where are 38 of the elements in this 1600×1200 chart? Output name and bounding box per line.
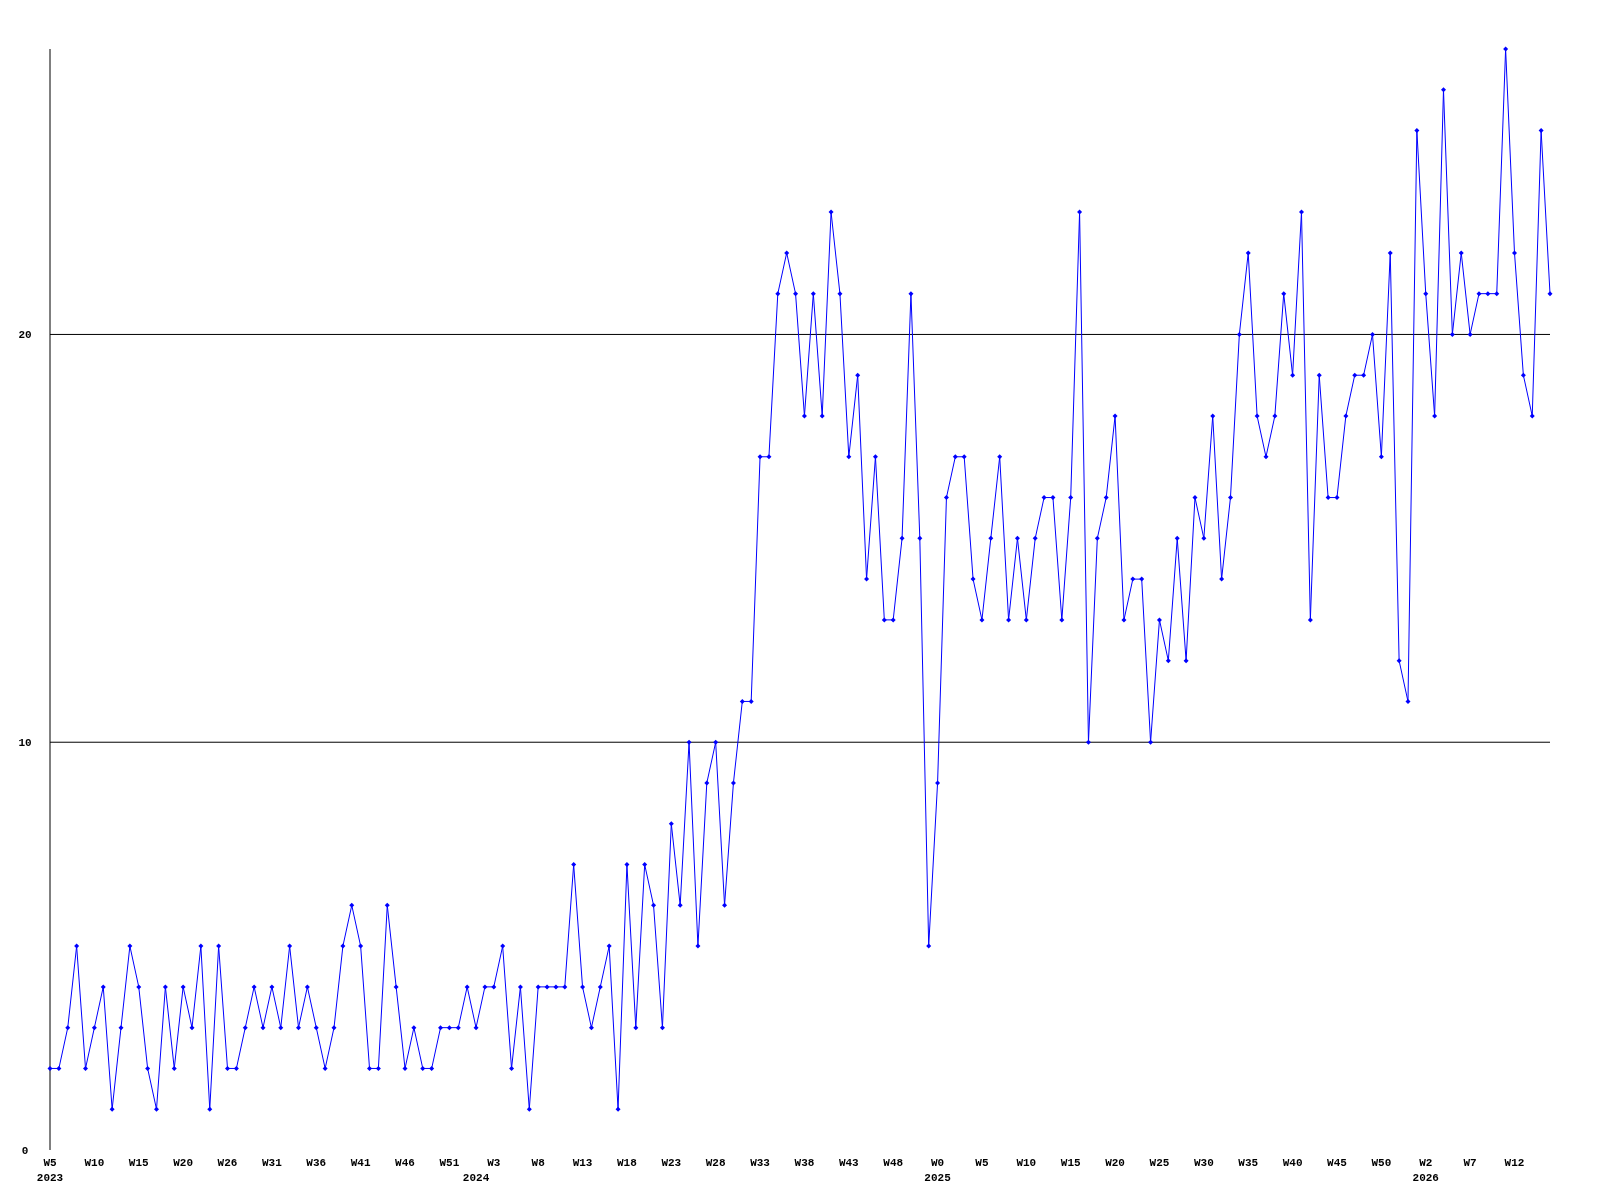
y-tick-label: 10 (18, 737, 32, 750)
x-tick-label: W45 (1327, 1157, 1348, 1169)
x-tick-label: W43 (838, 1157, 860, 1169)
x-tick-label: W31 (261, 1157, 283, 1169)
x-tick-label: W13 (572, 1157, 593, 1169)
x-tick-label: W12 (1504, 1157, 1525, 1169)
x-tick-label: W18 (617, 1157, 638, 1169)
x-tick-label: W3 (487, 1157, 501, 1169)
x-tick-label: W46 (395, 1157, 415, 1169)
x-tick-label: W8 (531, 1157, 546, 1169)
x-tick-label: W0 2025 (924, 1157, 952, 1184)
x-tick-label: W48 (883, 1157, 904, 1169)
x-tick-label: W38 (794, 1157, 815, 1169)
x-tick-label: W33 (750, 1157, 771, 1169)
x-tick-label: W10 (84, 1157, 105, 1169)
x-tick-label: W7 (1463, 1157, 1477, 1169)
x-tick-label: W20 (173, 1157, 194, 1169)
x-tick-label: W25 (1149, 1157, 1170, 1169)
x-tick-label: 2024 (462, 1172, 490, 1184)
x-tick-label: W26 (217, 1157, 238, 1169)
x-tick-label: W5 2023 (36, 1157, 64, 1184)
x-tick-label: W40 (1282, 1157, 1303, 1169)
x-tick-label: W15 (128, 1157, 150, 1169)
y-tick-label: 20 (18, 329, 32, 342)
x-tick-label: W5 (975, 1157, 989, 1169)
x-tick-label: W15 (1060, 1157, 1082, 1169)
x-tick-label: W28 (705, 1157, 726, 1169)
x-tick-label: W36 (306, 1157, 327, 1169)
x-tick-label: W30 (1193, 1157, 1214, 1169)
x-tick-label: W50 (1371, 1157, 1392, 1169)
x-tick-label: W20 (1105, 1157, 1125, 1169)
x-tick-label: W51 (439, 1157, 460, 1169)
x-tick-label: W2 2026 (1412, 1157, 1439, 1184)
x-tick-label: W35 (1238, 1157, 1259, 1169)
x-tick-label: W41 (350, 1157, 371, 1169)
x-tick-label: W10 (1016, 1157, 1037, 1169)
y-tick-label: 0 (21, 1144, 29, 1157)
x-tick-label: W23 (661, 1157, 682, 1169)
